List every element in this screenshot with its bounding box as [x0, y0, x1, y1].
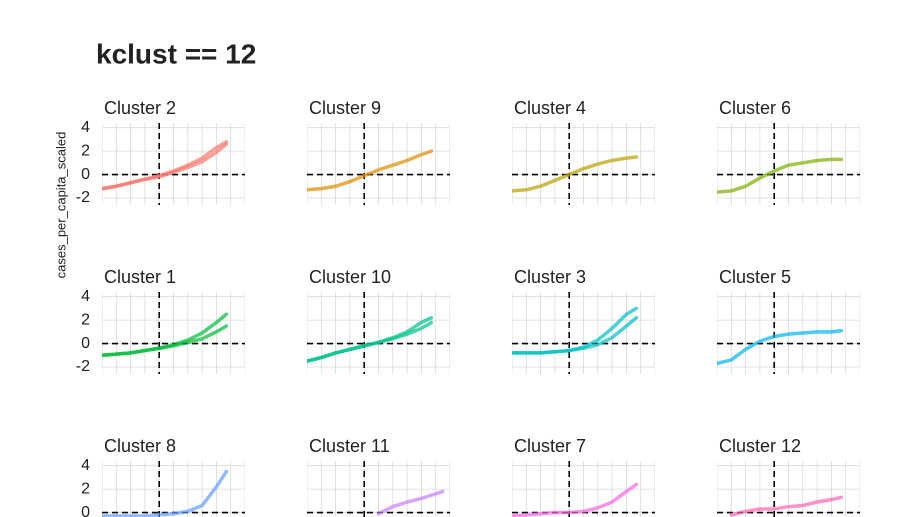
series-line [307, 149, 434, 192]
y-tick-label: 0 [81, 504, 90, 517]
panel-title: Cluster 12 [719, 436, 801, 456]
panel-title: Cluster 8 [104, 436, 176, 456]
panel-title: Cluster 10 [309, 267, 391, 287]
panel-title: Cluster 7 [514, 436, 586, 456]
panel [512, 123, 655, 205]
panel [717, 461, 860, 517]
panel [512, 461, 655, 517]
y-axis-label: cases_per_capita_scaled [53, 132, 68, 279]
series-line [102, 469, 229, 517]
series-line [102, 324, 229, 358]
y-tick-label: 2 [81, 142, 90, 159]
series-line [717, 328, 844, 366]
panel-title: Cluster 4 [514, 98, 586, 118]
panel [307, 461, 450, 517]
series-line [512, 316, 639, 355]
panel [307, 292, 450, 374]
series-line [512, 306, 639, 355]
panel-title: Cluster 3 [514, 267, 586, 287]
y-tick-label: 0 [81, 335, 90, 352]
series-line [512, 155, 639, 193]
panel-title: Cluster 2 [104, 98, 176, 118]
panel [102, 461, 245, 517]
panel [717, 123, 860, 205]
chart-title: kclust == 12 [96, 38, 256, 69]
y-tick-label: 4 [81, 457, 90, 474]
panel [717, 292, 860, 374]
y-tick-label: 4 [81, 288, 90, 305]
panel-title: Cluster 9 [309, 98, 381, 118]
series-line [307, 320, 434, 363]
y-tick-label: 0 [81, 166, 90, 183]
panel-title: Cluster 5 [719, 267, 791, 287]
y-tick-label: -2 [76, 358, 90, 375]
panel [307, 123, 450, 205]
y-tick-label: 4 [81, 119, 90, 136]
series-line [729, 495, 844, 517]
panel [102, 123, 245, 205]
y-tick-label: 2 [81, 480, 90, 497]
y-tick-label: -2 [76, 189, 90, 206]
y-tick-label: 2 [81, 311, 90, 328]
panel-title: Cluster 6 [719, 98, 791, 118]
panel [512, 292, 655, 374]
panel [102, 292, 245, 374]
series-line [102, 139, 229, 191]
series-line [512, 482, 639, 517]
panel-title: Cluster 11 [309, 436, 390, 456]
series-line [376, 489, 445, 516]
panel-title: Cluster 1 [104, 267, 176, 287]
series-line [717, 157, 844, 194]
